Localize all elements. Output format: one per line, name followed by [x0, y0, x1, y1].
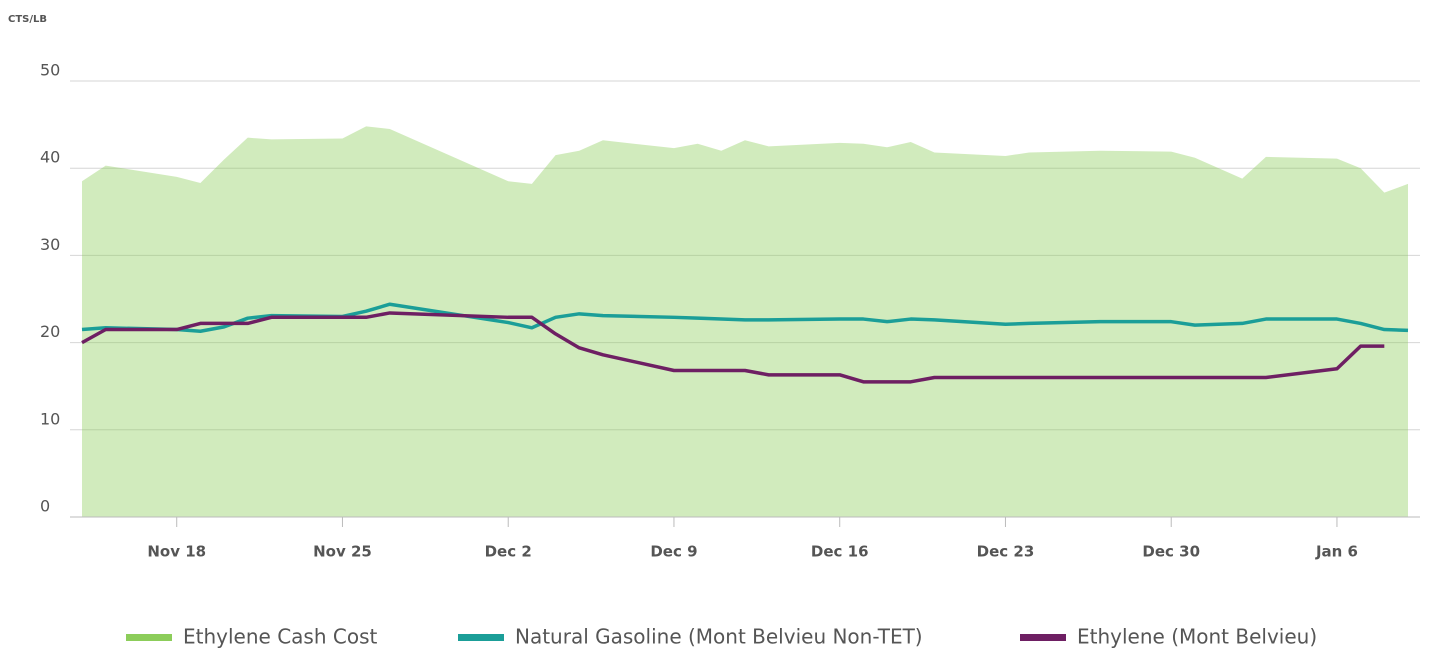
- y-tick-label: 20: [40, 322, 60, 341]
- y-tick-label: 10: [40, 409, 60, 428]
- line: [81, 311, 1385, 384]
- x-tick-label: Dec 23: [977, 543, 1035, 561]
- x-tick-label: Nov 18: [147, 543, 206, 561]
- x-tick-label: Nov 25: [313, 543, 372, 561]
- y-tick-label: 0: [40, 497, 50, 516]
- x-tick-label: Dec 9: [650, 543, 697, 561]
- y-tick-label: 30: [40, 235, 60, 254]
- legend-label: Natural Gasoline (Mont Belvieu Non-TET): [515, 625, 923, 649]
- legend-label: Ethylene Cash Cost: [183, 625, 377, 649]
- x-tick-label: Dec 16: [811, 543, 869, 561]
- x-tick-label: Dec 2: [485, 543, 532, 561]
- y-axis-label: CTS/LB: [8, 14, 47, 25]
- x-tick-label: Jan 6: [1315, 543, 1358, 561]
- legend-swatch: [1020, 634, 1066, 641]
- legend-swatch: [458, 634, 504, 641]
- legend-label: Ethylene (Mont Belvieu): [1077, 625, 1317, 649]
- line: [81, 302, 1409, 334]
- legend-swatch: [126, 634, 172, 641]
- y-tick-label: 40: [40, 148, 60, 167]
- x-tick-label: Dec 30: [1142, 543, 1200, 561]
- y-tick-label: 50: [40, 61, 60, 80]
